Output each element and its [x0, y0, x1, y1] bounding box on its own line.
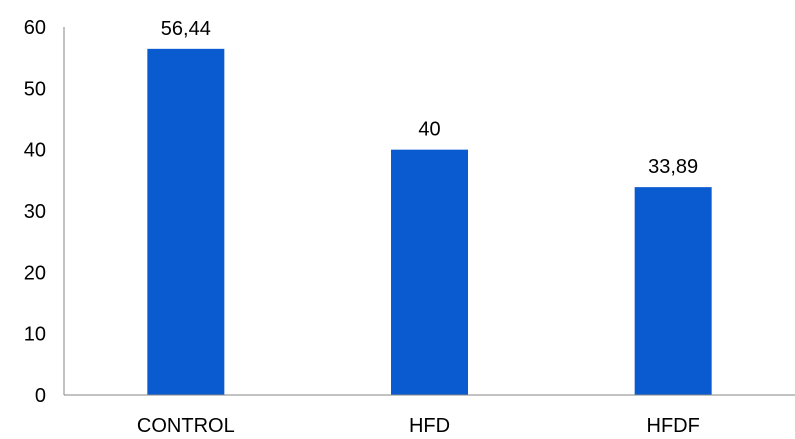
x-axis: CONTROL HFD HFDF	[64, 394, 795, 437]
bars	[147, 48, 712, 396]
y-tick-label: 40	[24, 140, 46, 162]
x-tick-label-hfdf: HFDF	[647, 415, 700, 437]
y-tick-label: 50	[24, 78, 46, 100]
data-label-control: 56,44	[161, 18, 211, 40]
data-label-hfdf: 33,89	[648, 156, 698, 178]
x-tick-label-hfd: HFD	[409, 415, 450, 437]
bar-hfd	[391, 149, 468, 395]
bar-control	[147, 48, 225, 396]
y-tick-label: 0	[35, 385, 46, 407]
x-tick-label-control: CONTROL	[137, 415, 235, 437]
y-tick-label: 20	[24, 262, 46, 284]
data-labels: 56,44 40 33,89	[161, 18, 698, 178]
y-tick-label: 30	[24, 201, 46, 223]
y-tick-label: 10	[24, 324, 46, 346]
y-tick-label: 60	[24, 17, 46, 39]
data-label-hfd: 40	[418, 119, 440, 141]
bar-hfdf	[634, 187, 712, 395]
y-axis: 0 10 20 30 40 50 60	[24, 17, 65, 407]
